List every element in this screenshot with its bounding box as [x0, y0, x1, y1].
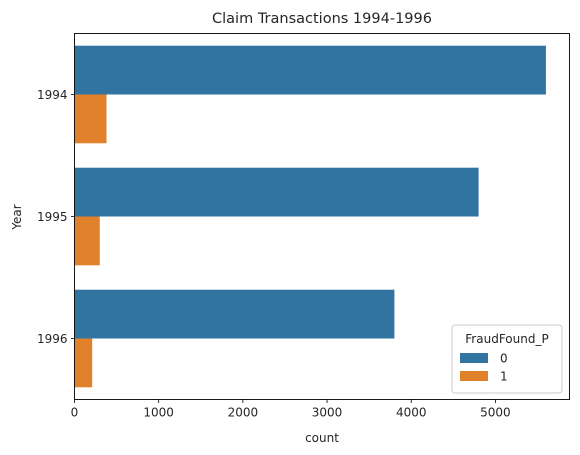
- x-axis: 0 1000 2000 3000 4000 5000: [71, 399, 511, 420]
- legend-swatch-0: [460, 353, 488, 363]
- y-tick-label: 1994: [37, 88, 68, 102]
- y-axis: 1994 1995 1996: [37, 88, 75, 346]
- legend-label-1: 1: [500, 370, 508, 384]
- y-tick-label: 1996: [37, 332, 68, 346]
- bar-1996-series-0: [74, 289, 395, 339]
- bar-1995-series-1: [74, 216, 100, 266]
- x-axis-label: count: [305, 431, 339, 445]
- bar-1994-series-0: [74, 45, 546, 95]
- x-tick-label: 1000: [143, 406, 174, 420]
- legend-swatch-1: [460, 371, 488, 381]
- x-tick-label: 0: [71, 406, 79, 420]
- bar-1996-series-1: [74, 338, 93, 388]
- bars-layer: [74, 45, 546, 388]
- plot-frame: [74, 33, 570, 400]
- x-tick-label: 2000: [228, 406, 259, 420]
- bar-1995-series-0: [74, 167, 479, 217]
- bar-1994-series-1: [74, 94, 107, 144]
- y-tick-label: 1995: [37, 210, 68, 224]
- x-tick-label: 3000: [312, 406, 343, 420]
- legend-label-0: 0: [500, 352, 508, 366]
- x-tick-label: 4000: [396, 406, 427, 420]
- legend-title: FraudFound_P: [465, 332, 548, 346]
- y-axis-label: Year: [10, 204, 24, 230]
- legend: FraudFound_P 0 1: [451, 324, 563, 394]
- chart-title: Claim Transactions 1994-1996: [212, 11, 432, 27]
- x-tick-label: 5000: [480, 406, 511, 420]
